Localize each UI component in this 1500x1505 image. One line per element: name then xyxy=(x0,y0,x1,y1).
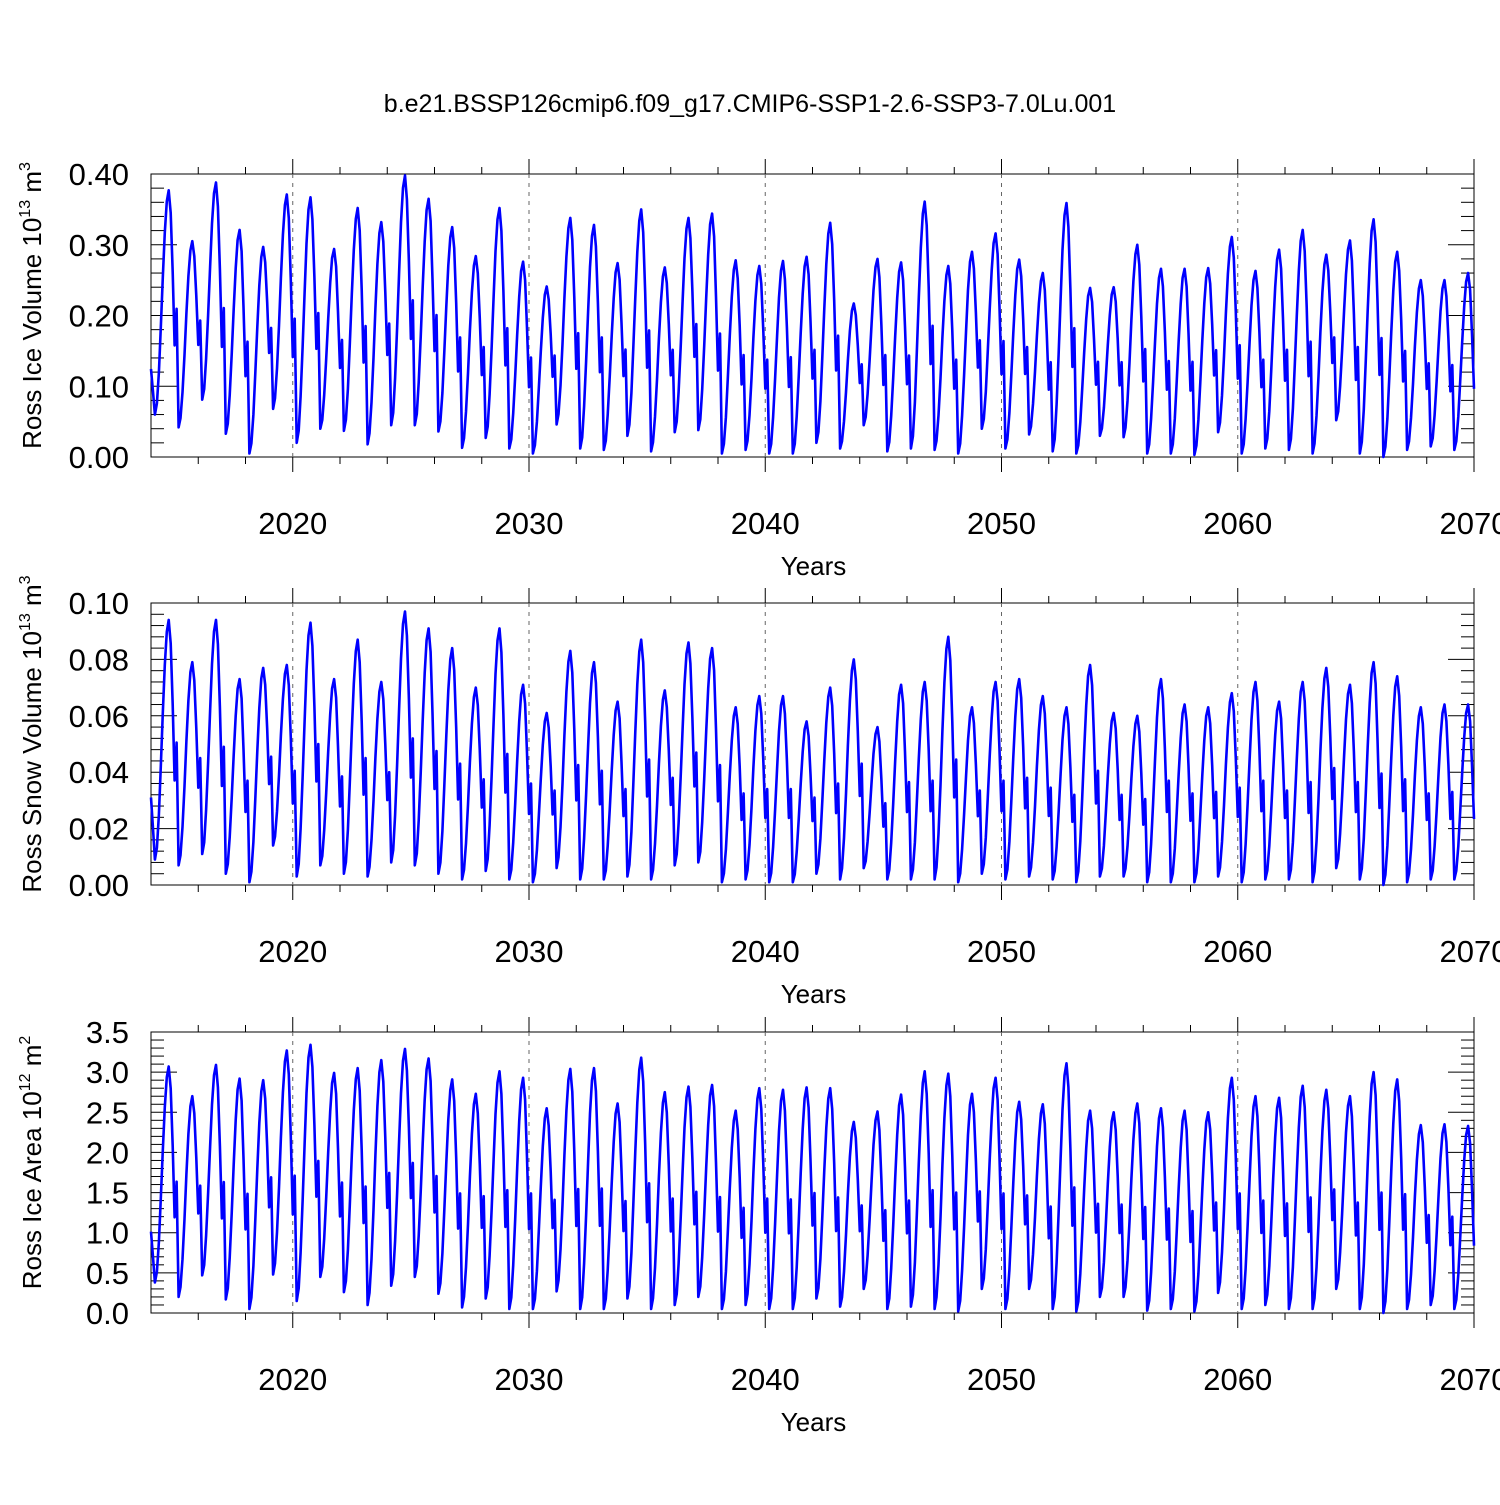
y-axis-label-text: Ross Ice Volume 10 xyxy=(17,218,47,449)
y-tick-label: 0.0 xyxy=(86,1296,129,1331)
x-tick-label: 2060 xyxy=(1203,934,1272,969)
y-axis-label-text: m xyxy=(17,171,47,200)
y-axis-label-text: Ross Ice Area 10 xyxy=(17,1091,47,1289)
x-tick-label: 2020 xyxy=(258,506,327,541)
y-axis-label-text: Ross Snow Volume 10 xyxy=(17,631,47,893)
series-line xyxy=(149,174,1476,459)
y-axis-label-superscript: 12 xyxy=(17,1073,34,1091)
y-axis-label-superscript: 2 xyxy=(17,1036,34,1045)
x-tick-label: 2040 xyxy=(731,506,800,541)
y-tick-label: 0.10 xyxy=(69,586,129,621)
panel-2: 2020 2030 2040 2050 2060 2070 0.00 0.02 0.04 0.06… xyxy=(17,575,1500,1009)
y-tick-label: 0.06 xyxy=(69,699,129,734)
x-tick-label: 2030 xyxy=(495,506,564,541)
x-tick-label: 2020 xyxy=(258,934,327,969)
y-axis-label: Ross Ice Area 1012 m2 xyxy=(17,1036,47,1290)
y-tick-label: 0.02 xyxy=(69,812,129,847)
x-tick-label: 2050 xyxy=(967,506,1036,541)
x-axis-label: Years xyxy=(781,979,847,1009)
y-tick-label: 2.5 xyxy=(86,1095,129,1130)
y-axis-label-superscript: 3 xyxy=(17,575,34,584)
x-tick-label: 2060 xyxy=(1203,506,1272,541)
y-axis-label-text: m xyxy=(17,584,47,613)
series-line xyxy=(149,610,1476,887)
y-tick-label: 1.5 xyxy=(86,1176,129,1211)
x-tick-label: 2060 xyxy=(1203,1362,1272,1397)
y-tick-label: 0.10 xyxy=(69,369,129,404)
y-tick-label: 3.0 xyxy=(86,1055,129,1090)
y-tick-label: 2.0 xyxy=(86,1135,129,1170)
chart-title: b.e21.BSSP126cmip6.f09_g17.CMIP6-SSP1-2.… xyxy=(384,90,1116,118)
y-tick-label: 0.5 xyxy=(86,1256,129,1291)
y-tick-label: 0.30 xyxy=(69,228,129,263)
y-axis-label-superscript: 13 xyxy=(17,200,34,218)
x-axis-label: Years xyxy=(781,551,847,581)
x-tick-label: 2030 xyxy=(495,934,564,969)
y-axis-label-text: m xyxy=(17,1045,47,1074)
x-tick-label: 2070 xyxy=(1440,934,1500,969)
y-tick-label: 0.20 xyxy=(69,299,129,334)
x-tick-label: 2070 xyxy=(1440,1362,1500,1397)
y-tick-label: 3.5 xyxy=(86,1015,129,1050)
x-tick-label: 2030 xyxy=(495,1362,564,1397)
panel-3: 2020 2030 2040 2050 2060 2070 0.0 0.5 1.0 1.5 2.0 2… xyxy=(17,1015,1500,1437)
y-tick-label: 0.00 xyxy=(69,440,129,475)
y-tick-label: 0.00 xyxy=(69,868,129,903)
plot-frame xyxy=(150,173,1475,458)
y-tick-label: 1.0 xyxy=(86,1216,129,1251)
x-tick-label: 2050 xyxy=(967,934,1036,969)
x-tick-label: 2040 xyxy=(731,934,800,969)
y-axis-label: Ross Ice Volume 1013 m3 xyxy=(17,162,47,449)
y-axis-label: Ross Snow Volume 1013 m3 xyxy=(17,575,47,892)
x-axis-label: Years xyxy=(781,1407,847,1437)
series-line xyxy=(149,1043,1476,1315)
x-tick-label: 2070 xyxy=(1440,506,1500,541)
y-axis-label-superscript: 3 xyxy=(17,162,34,171)
x-tick-label: 2040 xyxy=(731,1362,800,1397)
plot-frame xyxy=(150,1031,1475,1314)
y-tick-label: 0.04 xyxy=(69,755,129,790)
y-axis-label-superscript: 13 xyxy=(17,613,34,631)
x-tick-label: 2020 xyxy=(258,1362,327,1397)
y-tick-label: 0.40 xyxy=(69,157,129,192)
x-tick-label: 2050 xyxy=(967,1362,1036,1397)
y-tick-label: 0.08 xyxy=(69,642,129,677)
panel-1: 2020 2030 2040 2050 2060 2070 0.00 0.10 0.20 0.30… xyxy=(17,157,1500,581)
